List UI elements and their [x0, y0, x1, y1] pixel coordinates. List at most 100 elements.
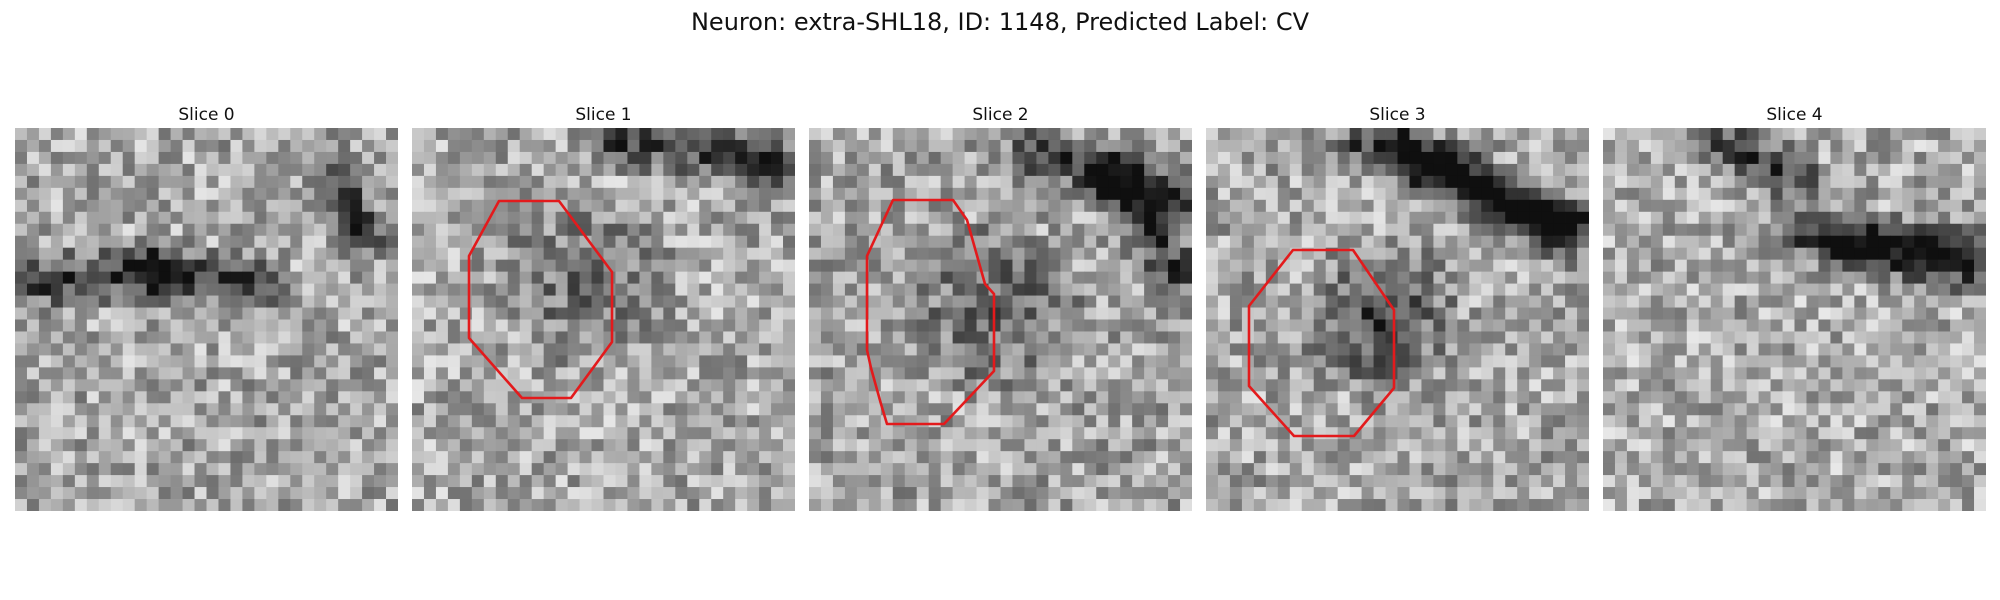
image-pixel — [1096, 307, 1109, 320]
image-pixel — [1277, 451, 1291, 464]
image-pixel — [50, 475, 64, 488]
image-pixel — [1397, 391, 1410, 404]
image-pixel — [1890, 319, 1903, 332]
image-pixel — [1842, 379, 1855, 392]
image-pixel — [1277, 199, 1291, 213]
image-pixel — [278, 163, 291, 177]
image-pixel — [1433, 187, 1446, 201]
image-pixel — [1012, 259, 1025, 273]
image-pixel — [362, 499, 375, 511]
image-pixel — [1854, 259, 1867, 273]
image-pixel — [1782, 199, 1795, 213]
image-pixel — [386, 247, 398, 261]
image-pixel — [880, 235, 894, 249]
image-pixel — [880, 295, 894, 308]
image-pixel — [1433, 451, 1446, 464]
image-pixel — [362, 128, 375, 141]
image-pixel — [50, 283, 64, 296]
image-pixel — [639, 331, 652, 344]
image-pixel — [783, 427, 795, 440]
image-pixel — [447, 163, 461, 177]
image-pixel — [98, 175, 112, 189]
image-pixel — [1758, 128, 1771, 141]
image-pixel — [1096, 379, 1109, 392]
slice-image — [15, 128, 398, 511]
image-pixel — [338, 451, 351, 464]
image-pixel — [1385, 247, 1398, 261]
image-pixel — [194, 223, 207, 237]
image-pixel — [507, 295, 521, 308]
image-pixel — [651, 487, 664, 500]
image-pixel — [567, 151, 580, 165]
image-pixel — [38, 199, 52, 213]
image-pixel — [916, 427, 930, 440]
image-pixel — [1710, 439, 1724, 452]
image-pixel — [326, 187, 339, 201]
image-pixel — [170, 175, 183, 189]
image-pixel — [579, 247, 592, 261]
image-pixel — [579, 343, 592, 356]
image-pixel — [362, 187, 375, 201]
image-pixel — [1277, 307, 1291, 320]
image-pixel — [1614, 451, 1628, 464]
image-pixel — [74, 283, 88, 296]
image-pixel — [194, 319, 207, 332]
image-pixel — [1782, 247, 1795, 261]
image-pixel — [495, 355, 509, 368]
image-pixel — [1445, 487, 1458, 500]
image-pixel — [1529, 331, 1542, 344]
image-pixel — [374, 391, 387, 404]
image-pixel — [62, 427, 76, 440]
image-pixel — [62, 451, 76, 464]
image-pixel — [230, 283, 243, 296]
image-pixel — [146, 391, 160, 404]
image-pixel — [38, 187, 52, 201]
image-pixel — [892, 271, 906, 284]
image-pixel — [74, 247, 88, 261]
image-pixel — [1950, 187, 1963, 201]
image-pixel — [1229, 211, 1243, 225]
image-pixel — [1445, 403, 1458, 416]
image-pixel — [1168, 499, 1181, 511]
image-pixel — [1180, 307, 1192, 320]
image-pixel — [735, 463, 748, 476]
image-pixel — [747, 415, 760, 428]
image-pixel — [218, 283, 231, 296]
image-pixel — [1349, 283, 1362, 296]
image-pixel — [1529, 367, 1542, 380]
image-pixel — [1072, 391, 1085, 404]
image-pixel — [1603, 187, 1616, 201]
image-pixel — [555, 427, 568, 440]
image-pixel — [651, 223, 664, 237]
image-pixel — [627, 128, 640, 141]
image-pixel — [86, 499, 100, 511]
image-pixel — [302, 451, 315, 464]
image-pixel — [1445, 175, 1458, 189]
image-pixel — [314, 367, 327, 380]
image-pixel — [374, 487, 387, 500]
image-pixel — [158, 247, 171, 261]
image-pixel — [218, 367, 231, 380]
image-pixel — [1397, 427, 1410, 440]
image-pixel — [1096, 199, 1109, 213]
image-pixel — [783, 463, 795, 476]
image-pixel — [338, 295, 351, 308]
image-pixel — [1529, 211, 1542, 225]
image-pixel — [170, 331, 183, 344]
image-pixel — [1469, 403, 1482, 416]
image-pixel — [1746, 379, 1759, 392]
image-pixel — [1206, 367, 1219, 380]
image-pixel — [1626, 319, 1640, 332]
image-pixel — [1722, 331, 1736, 344]
image-pixel — [880, 151, 894, 165]
image-pixel — [412, 223, 425, 237]
image-pixel — [326, 463, 339, 476]
image-pixel — [735, 175, 748, 189]
image-pixel — [459, 403, 473, 416]
image-pixel — [1698, 271, 1712, 284]
image-pixel — [1385, 355, 1398, 368]
image-pixel — [663, 259, 676, 273]
image-pixel — [832, 475, 846, 488]
image-pixel — [904, 451, 918, 464]
image-pixel — [1180, 379, 1192, 392]
